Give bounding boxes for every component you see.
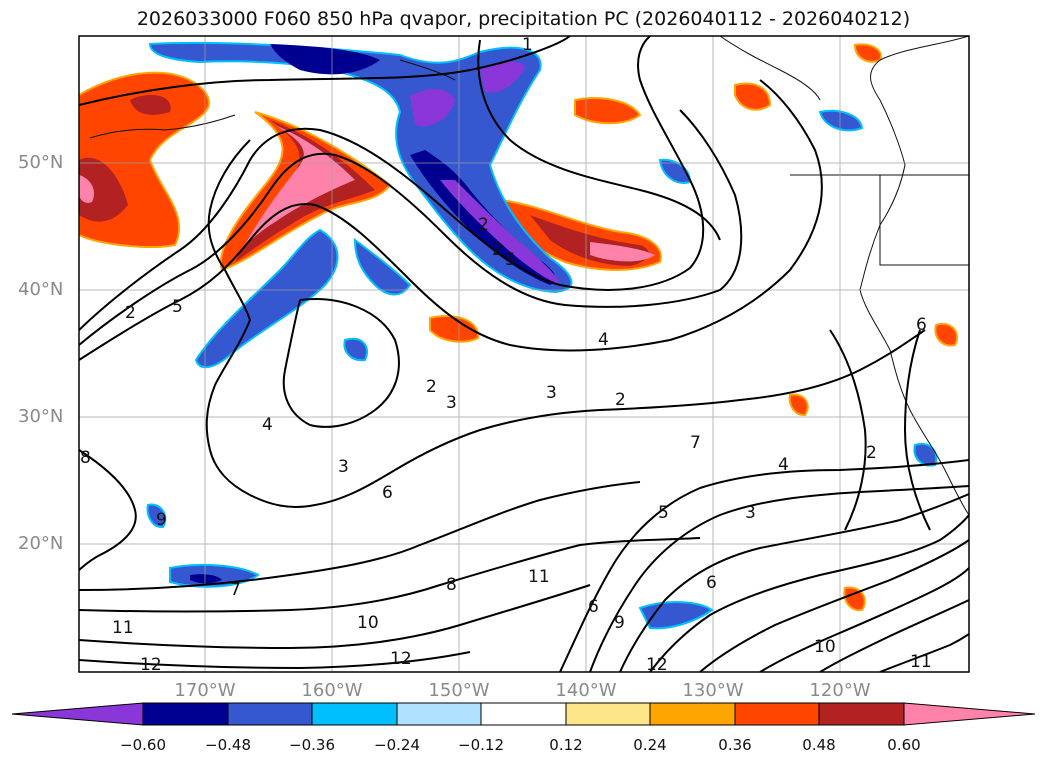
- contour-label: 8: [446, 575, 457, 595]
- coastlines: [89, 36, 969, 516]
- colorbar-extend-high: [903, 702, 1036, 726]
- contour-label: 1: [522, 35, 533, 55]
- shade-blob-9: [788, 393, 809, 417]
- colorbar-segment: [565, 702, 651, 726]
- shade-blob-13: [913, 442, 938, 467]
- contour-label: 5: [658, 503, 669, 523]
- lat-label: 20°N: [18, 533, 64, 554]
- contour-labels: 1 2 5 2 2 5 4 3 2 3 2 4 3 7 4 5 3 6 8 11…: [80, 35, 932, 675]
- shade-blob-8: [843, 586, 866, 612]
- colorbar-tick-label: −0.12: [458, 736, 504, 754]
- colorbar-segment: [649, 702, 736, 726]
- contour-label: 12: [140, 655, 162, 675]
- colorbar-tick-label: 0.24: [633, 736, 667, 754]
- colorbar-segment: [311, 702, 398, 726]
- colorbar-tick-label: −0.48: [205, 736, 251, 754]
- shade-blob-6: [574, 97, 642, 125]
- lon-label: 170°W: [174, 680, 236, 701]
- shade-positive-west-pink: [79, 175, 95, 203]
- contour-label: 2: [492, 240, 503, 260]
- colorbar-tick-label: 0.60: [887, 736, 921, 754]
- shade-positive-west-dark2: [130, 94, 171, 115]
- contour-label: 4: [262, 415, 273, 435]
- shade-blob-12: [818, 109, 864, 132]
- shade-negative-band-purple: [440, 180, 560, 283]
- lon-label: 150°W: [428, 680, 490, 701]
- colorbar-extend-low: [11, 702, 144, 726]
- lat-label: 40°N: [18, 279, 64, 300]
- lat-label: 50°N: [18, 152, 64, 173]
- shade-negative-west-arc2: [353, 237, 412, 296]
- contour-label: 11: [910, 652, 932, 672]
- contour-label: 10: [357, 613, 379, 633]
- colorbar-segment: [734, 702, 820, 726]
- contour-label: 9: [614, 613, 625, 633]
- lon-label: 130°W: [682, 680, 744, 701]
- contour-label: 6: [382, 483, 393, 503]
- colorbar: [11, 702, 1036, 726]
- colorbar-tick-label: −0.24: [374, 736, 420, 754]
- contour-label: 7: [230, 580, 241, 600]
- map-title: 2026033000 F060 850 hPa qvapor, precipit…: [136, 8, 911, 30]
- colorbar-tick-label: −0.60: [120, 736, 166, 754]
- map-frame: [78, 35, 970, 673]
- lon-label: 120°W: [809, 680, 871, 701]
- contour-label: 6: [588, 597, 599, 617]
- contour-label: 2: [866, 443, 877, 463]
- contour-label: 6: [706, 573, 717, 593]
- shade-positive-west-dark: [79, 157, 128, 222]
- shade-positive-east-pink: [590, 242, 655, 262]
- contour-label: 4: [598, 330, 609, 350]
- contour-label: 2: [125, 303, 136, 323]
- shade-negative-top-navy: [270, 44, 380, 75]
- colorbar-tick-label: 0.12: [549, 736, 583, 754]
- contour-label: 3: [446, 393, 457, 413]
- colorbar-tick-label: 0.36: [718, 736, 752, 754]
- shade-negative-top-purple: [410, 89, 455, 127]
- contour-label: 2: [478, 215, 489, 235]
- shade-blob-15: [934, 322, 958, 347]
- contour-label: 9: [156, 510, 167, 530]
- colorbar-tick-label: 0.48: [802, 736, 836, 754]
- shade-negative-top-purple2: [480, 61, 525, 93]
- contour-label: 7: [690, 433, 701, 453]
- contour-label: 8: [80, 448, 91, 468]
- contour-label: 11: [528, 567, 550, 587]
- contour-label: 3: [546, 383, 557, 403]
- contour-label: 5: [505, 250, 516, 270]
- colorbar-segment: [142, 702, 229, 726]
- colorbar-segment: [818, 702, 905, 726]
- qvapor-contours: [79, 36, 969, 672]
- lon-label: 140°W: [555, 680, 617, 701]
- lat-label: 30°N: [18, 406, 64, 427]
- contour-label: 12: [646, 655, 668, 675]
- contour-label: 3: [338, 457, 349, 477]
- shade-blob-2: [343, 337, 368, 362]
- contour-label: 12: [390, 649, 412, 669]
- shade-blob-10: [146, 503, 167, 529]
- contour-label: 3: [745, 503, 756, 523]
- contour-label: 2: [426, 377, 437, 397]
- contour-label: 11: [112, 618, 134, 638]
- contour-label: 10: [814, 637, 836, 657]
- contour-label: 6: [916, 315, 927, 335]
- colorbar-segment: [227, 702, 313, 726]
- shade-negative-west-arc: [194, 228, 339, 369]
- colorbar-segment: [480, 702, 567, 726]
- colorbar-segment: [396, 702, 482, 726]
- contour-label: 5: [172, 297, 183, 317]
- shade-blob-7: [734, 82, 772, 111]
- shade-blob-4: [190, 574, 222, 584]
- contour-label: 2: [615, 390, 626, 410]
- lon-label: 160°W: [301, 680, 363, 701]
- contour-label: 4: [778, 455, 789, 475]
- colorbar-tick-label: −0.36: [289, 736, 335, 754]
